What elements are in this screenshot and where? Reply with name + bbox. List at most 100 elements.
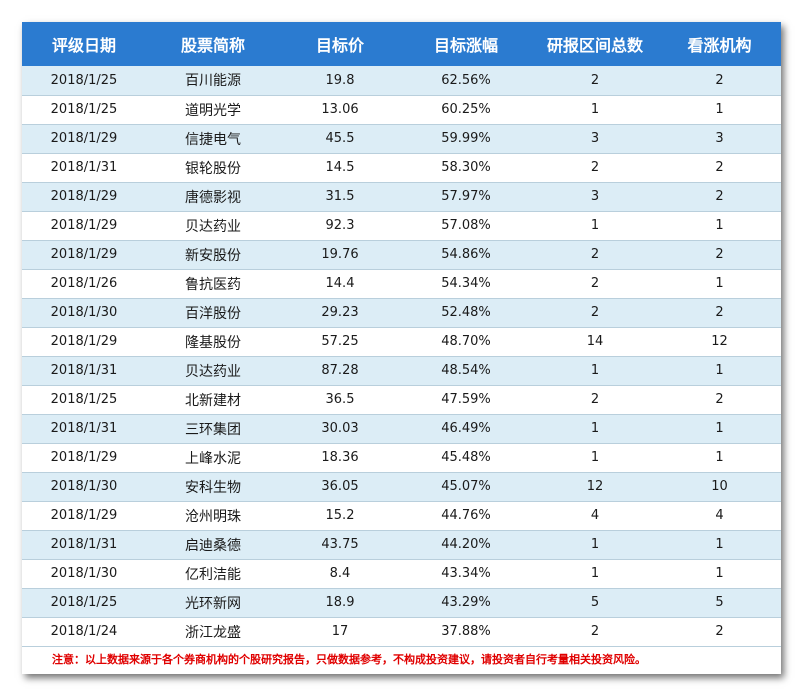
report-count-cell: 4: [532, 501, 658, 531]
table-row: 2018/1/26 鲁抗医药 14.4 54.34% 2 1: [22, 269, 781, 299]
target-price-cell: 15.2: [280, 501, 400, 531]
rating-date-cell: 2018/1/31: [22, 356, 146, 386]
report-count-cell: 1: [532, 95, 658, 125]
stock-name-cell: 百川能源: [146, 66, 280, 96]
bullish-institutions-cell: 2: [658, 385, 781, 415]
stock-name-cell: 信捷电气: [146, 124, 280, 154]
target-gain-cell: 37.88%: [400, 617, 532, 647]
bullish-institutions-cell: 12: [658, 327, 781, 357]
table-body: 2018/1/25 百川能源 19.8 62.56% 2 2 2018/1/25 道明光学 13…: [22, 66, 781, 647]
rating-date-cell: 2018/1/25: [22, 588, 146, 618]
stock-name-cell: 光环新网: [146, 588, 280, 618]
target-price-cell: 14.4: [280, 269, 400, 299]
stock-name-cell: 隆基股份: [146, 327, 280, 357]
rating-date-cell: 2018/1/24: [22, 617, 146, 647]
table-row: 2018/1/29 沧州明珠 15.2 44.76% 4 4: [22, 501, 781, 531]
bullish-institutions-cell: 1: [658, 269, 781, 299]
target-gain-cell: 54.86%: [400, 240, 532, 270]
stock-name-cell: 安科生物: [146, 472, 280, 502]
stock-name-cell: 道明光学: [146, 95, 280, 125]
stock-name-cell: 上峰水泥: [146, 443, 280, 473]
bullish-institutions-cell: 1: [658, 530, 781, 560]
target-price-cell: 36.5: [280, 385, 400, 415]
bullish-institutions-cell: 2: [658, 66, 781, 96]
rating-date-cell: 2018/1/30: [22, 472, 146, 502]
report-count-cell: 5: [532, 588, 658, 618]
stock-name-cell: 贝达药业: [146, 356, 280, 386]
stock-name-cell: 北新建材: [146, 385, 280, 415]
table-row: 2018/1/29 唐德影视 31.5 57.97% 3 2: [22, 182, 781, 212]
target-gain-cell: 60.25%: [400, 95, 532, 125]
rating-table: 评级日期 股票简称 目标价 目标涨幅 研报区间总数 看涨机构 2018/1/25…: [22, 22, 781, 647]
bullish-institutions-cell: 5: [658, 588, 781, 618]
report-count-cell: 1: [532, 211, 658, 241]
rating-date-cell: 2018/1/30: [22, 559, 146, 589]
rating-date-cell: 2018/1/31: [22, 530, 146, 560]
stock-name-cell: 浙江龙盛: [146, 617, 280, 647]
target-price-cell: 92.3: [280, 211, 400, 241]
header-stock-name: 股票简称: [180, 36, 245, 55]
rating-date-cell: 2018/1/29: [22, 240, 146, 270]
target-price-cell: 13.06: [280, 95, 400, 125]
rating-date-cell: 2018/1/31: [22, 414, 146, 444]
rating-date-cell: 2018/1/31: [22, 153, 146, 183]
table-row: 2018/1/31 贝达药业 87.28 48.54% 1 1: [22, 356, 781, 386]
target-price-cell: 31.5: [280, 182, 400, 212]
target-price-cell: 8.4: [280, 559, 400, 589]
table-row: 2018/1/29 新安股份 19.76 54.86% 2 2: [22, 240, 781, 270]
target-price-cell: 45.5: [280, 124, 400, 154]
bullish-institutions-cell: 1: [658, 211, 781, 241]
table-row: 2018/1/25 道明光学 13.06 60.25% 1 1: [22, 95, 781, 125]
rating-date-cell: 2018/1/25: [22, 95, 146, 125]
bullish-institutions-cell: 1: [658, 95, 781, 125]
table-row: 2018/1/31 启迪桑德 43.75 44.20% 1 1: [22, 530, 781, 560]
table-row: 2018/1/30 百洋股份 29.23 52.48% 2 2: [22, 298, 781, 328]
report-count-cell: 3: [532, 124, 658, 154]
target-gain-cell: 48.54%: [400, 356, 532, 386]
table-row: 2018/1/25 百川能源 19.8 62.56% 2 2: [22, 66, 781, 96]
target-price-cell: 19.76: [280, 240, 400, 270]
report-count-cell: 2: [532, 153, 658, 183]
target-price-cell: 17: [280, 617, 400, 647]
report-count-cell: 1: [532, 530, 658, 560]
target-gain-cell: 44.76%: [400, 501, 532, 531]
report-count-cell: 2: [532, 240, 658, 270]
stock-name-cell: 百洋股份: [146, 298, 280, 328]
table-row: 2018/1/31 三环集团 30.03 46.49% 1 1: [22, 414, 781, 444]
target-gain-cell: 43.34%: [400, 559, 532, 589]
bullish-institutions-cell: 3: [658, 124, 781, 154]
stock-name-cell: 三环集团: [146, 414, 280, 444]
rating-date-cell: 2018/1/25: [22, 66, 146, 96]
target-gain-cell: 43.29%: [400, 588, 532, 618]
table-row: 2018/1/29 信捷电气 45.5 59.99% 3 3: [22, 124, 781, 154]
table-row: 2018/1/30 安科生物 36.05 45.07% 12 10: [22, 472, 781, 502]
bullish-institutions-cell: 2: [658, 240, 781, 270]
table-row: 2018/1/31 银轮股份 14.5 58.30% 2 2: [22, 153, 781, 183]
table-row: 2018/1/29 隆基股份 57.25 48.70% 14 12: [22, 327, 781, 357]
table-row: 2018/1/25 光环新网 18.9 43.29% 5 5: [22, 588, 781, 618]
stock-name-cell: 启迪桑德: [146, 530, 280, 560]
target-gain-cell: 46.49%: [400, 414, 532, 444]
bullish-institutions-cell: 2: [658, 153, 781, 183]
bullish-institutions-cell: 1: [658, 443, 781, 473]
report-count-cell: 1: [532, 356, 658, 386]
table-row: 2018/1/29 贝达药业 92.3 57.08% 1 1: [22, 211, 781, 241]
header-target-gain: 目标涨幅: [433, 36, 498, 55]
stock-name-cell: 亿利洁能: [146, 559, 280, 589]
stock-name-cell: 唐德影视: [146, 182, 280, 212]
report-count-cell: 2: [532, 66, 658, 96]
bullish-institutions-cell: 1: [658, 356, 781, 386]
rating-date-cell: 2018/1/29: [22, 182, 146, 212]
stock-name-cell: 鲁抗医药: [146, 269, 280, 299]
report-count-cell: 2: [532, 385, 658, 415]
target-gain-cell: 47.59%: [400, 385, 532, 415]
bullish-institutions-cell: 2: [658, 617, 781, 647]
rating-date-cell: 2018/1/29: [22, 124, 146, 154]
rating-table-panel: 评级日期 股票简称 目标价 目标涨幅 研报区间总数 看涨机构 2018/1/25…: [22, 22, 781, 674]
report-count-cell: 1: [532, 559, 658, 589]
rating-date-cell: 2018/1/29: [22, 211, 146, 241]
target-price-cell: 14.5: [280, 153, 400, 183]
table-row: 2018/1/24 浙江龙盛 17 37.88% 2 2: [22, 617, 781, 647]
disclaimer-note: 注意：以上数据来源于各个券商机构的个股研究报告，只做数据参考，不构成投资建议，请…: [52, 652, 646, 666]
rating-date-cell: 2018/1/26: [22, 269, 146, 299]
